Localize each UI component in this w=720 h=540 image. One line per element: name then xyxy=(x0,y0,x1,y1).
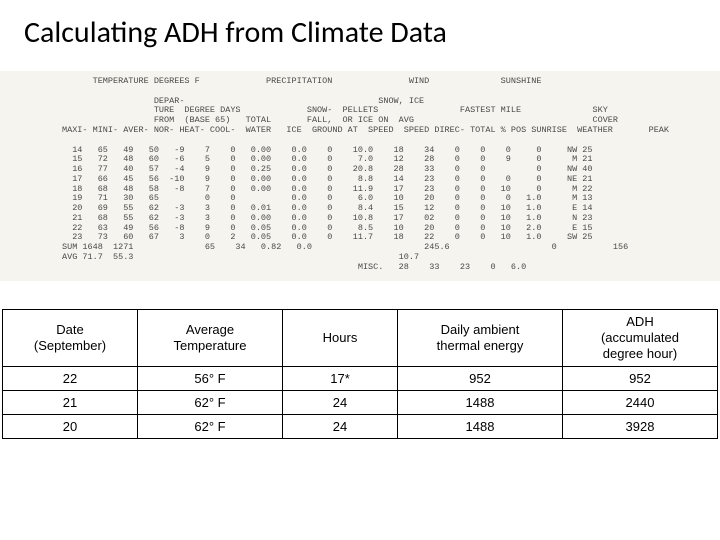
table-cell: 24 xyxy=(283,415,398,439)
table-cell: 62° F xyxy=(138,391,283,415)
climate-rows: 14 65 49 50 -9 7 0 0.00 0.0 0 10.0 18 34… xyxy=(0,146,720,273)
table-cell: 56° F xyxy=(138,367,283,391)
table-cell: 20 xyxy=(3,415,138,439)
adh-col-header: AverageTemperature xyxy=(138,309,283,367)
adh-table: Date(September)AverageTemperatureHoursDa… xyxy=(2,309,718,440)
adh-col-header: Hours xyxy=(283,309,398,367)
climate-data-block: TEMPERATURE DEGREES F PRECIPITATION WIND… xyxy=(0,71,720,281)
table-cell: 1488 xyxy=(398,415,563,439)
table-row: 2062° F2414883928 xyxy=(3,415,718,439)
table-row: 2162° F2414882440 xyxy=(3,391,718,415)
table-cell: 22 xyxy=(3,367,138,391)
adh-col-header: Daily ambientthermal energy xyxy=(398,309,563,367)
table-cell: 62° F xyxy=(138,415,283,439)
climate-header: TEMPERATURE DEGREES F PRECIPITATION WIND… xyxy=(0,77,720,136)
adh-col-header: Date(September) xyxy=(3,309,138,367)
page-title: Calculating ADH from Climate Data xyxy=(0,0,720,51)
table-cell: 1488 xyxy=(398,391,563,415)
table-row: 2256° F17*952952 xyxy=(3,367,718,391)
adh-col-header: ADH(accumulateddegree hour) xyxy=(563,309,718,367)
table-cell: 24 xyxy=(283,391,398,415)
table-cell: 2440 xyxy=(563,391,718,415)
table-cell: 3928 xyxy=(563,415,718,439)
table-cell: 952 xyxy=(563,367,718,391)
table-cell: 17* xyxy=(283,367,398,391)
table-cell: 21 xyxy=(3,391,138,415)
table-cell: 952 xyxy=(398,367,563,391)
